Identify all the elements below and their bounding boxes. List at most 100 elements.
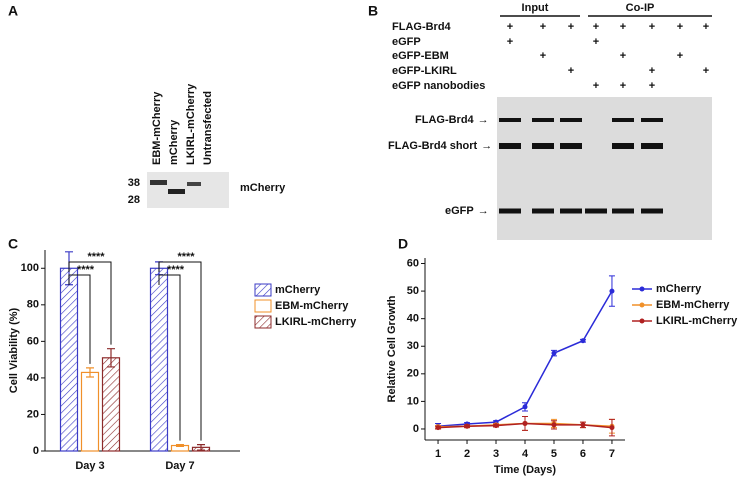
blot-band: [168, 189, 185, 194]
panel-label: D: [398, 236, 408, 252]
plus-sign: +: [620, 21, 626, 33]
blot-band: [641, 143, 663, 149]
blot-image: [147, 172, 229, 208]
x-tick-label: Day 3: [75, 460, 104, 472]
bar: [149, 267, 169, 452]
blot-band: [641, 118, 663, 122]
band-label: FLAG-Brd4: [415, 114, 475, 126]
band-label: FLAG-Brd4 short: [388, 140, 478, 152]
x-tick-label: 3: [493, 448, 499, 460]
y-tick-label: 20: [27, 408, 39, 420]
x-axis-label: Time (Days): [494, 464, 556, 476]
y-tick-label: 40: [27, 372, 39, 384]
lane-label: Untransfected: [202, 91, 214, 165]
plus-sign: +: [649, 21, 655, 33]
point: [464, 423, 470, 429]
x-tick-label: 2: [464, 448, 470, 460]
plus-sign: +: [649, 80, 655, 92]
y-tick-label: 40: [407, 313, 419, 325]
blot-label: mCherry: [240, 182, 286, 194]
blot-band: [499, 208, 521, 214]
blot-band: [187, 182, 201, 186]
y-tick-label: 100: [21, 262, 39, 274]
lane-label: LKIRL-mCherry: [185, 83, 197, 165]
blot-band: [150, 180, 167, 185]
blot-band: [612, 143, 634, 149]
point: [551, 422, 557, 428]
y-tick-label: 50: [407, 285, 419, 297]
legend-label: LKIRL-mCherry: [275, 316, 357, 328]
blot-band: [560, 143, 582, 149]
significance-label: ****: [77, 264, 95, 276]
blot-band: [612, 118, 634, 122]
plus-sign: +: [620, 50, 626, 62]
legend-marker: [639, 318, 645, 324]
blot-band: [612, 208, 634, 214]
row-label: FLAG-Brd4: [392, 21, 452, 33]
blot-image: [497, 97, 712, 240]
point: [580, 338, 586, 344]
row-label: eGFP: [392, 36, 421, 48]
x-tick-label: Day 7: [165, 460, 194, 472]
row-label: eGFP nanobodies: [392, 80, 485, 92]
bar: [80, 371, 100, 452]
significance-bracket: [158, 274, 181, 441]
blot-band: [499, 118, 521, 122]
plus-sign: +: [677, 50, 683, 62]
blot-band: [499, 143, 521, 149]
plus-sign: +: [593, 21, 599, 33]
legend-marker: [639, 302, 645, 308]
error-bar: [197, 444, 205, 451]
y-tick-label: 30: [407, 340, 419, 352]
row-label: eGFP-EBM: [392, 50, 449, 62]
y-tick-label: 20: [407, 368, 419, 380]
point: [580, 422, 586, 428]
point: [609, 425, 615, 431]
y-tick-label: 80: [27, 299, 39, 311]
plus-sign: +: [677, 21, 683, 33]
marker-label: 38: [128, 177, 140, 189]
blot-band: [641, 208, 663, 214]
band-arrow: →: [478, 205, 489, 217]
group-label: Co-IP: [626, 2, 655, 14]
x-tick-label: 4: [522, 448, 529, 460]
plus-sign: +: [703, 65, 709, 77]
blot-band: [532, 118, 554, 122]
band-arrow: →: [478, 114, 489, 126]
panel-label: B: [368, 3, 378, 19]
plus-sign: +: [507, 36, 513, 48]
y-tick-label: 0: [413, 423, 419, 435]
significance-label: ****: [87, 251, 105, 263]
blot-band: [532, 143, 554, 149]
plus-sign: +: [507, 21, 513, 33]
legend-label: LKIRL-mCherry: [656, 315, 738, 327]
plus-sign: +: [620, 80, 626, 92]
blot-band: [585, 208, 607, 214]
bar: [59, 267, 79, 452]
point: [609, 288, 615, 294]
legend-swatch: [254, 299, 272, 313]
plus-sign: +: [568, 65, 574, 77]
bar: [101, 357, 121, 452]
x-tick-label: 6: [580, 448, 586, 460]
significance-label: ****: [177, 251, 195, 263]
legend-marker: [639, 286, 645, 292]
point: [435, 425, 441, 431]
plus-sign: +: [593, 36, 599, 48]
lane-label: mCherry: [168, 119, 180, 165]
x-tick-label: 1: [435, 448, 441, 460]
legend-label: mCherry: [275, 284, 321, 296]
legend-label: mCherry: [656, 283, 702, 295]
marker-label: 28: [128, 194, 140, 206]
legend-label: EBM-mCherry: [656, 299, 730, 311]
row-label: eGFP-LKIRL: [392, 65, 457, 77]
y-axis-label: Cell Viability (%): [8, 307, 20, 393]
blot-band: [560, 118, 582, 122]
point: [522, 420, 528, 426]
point: [493, 423, 499, 429]
blot-band: [560, 208, 582, 214]
plus-sign: +: [703, 21, 709, 33]
blot-band: [532, 208, 554, 214]
plus-sign: +: [649, 65, 655, 77]
plus-sign: +: [540, 50, 546, 62]
